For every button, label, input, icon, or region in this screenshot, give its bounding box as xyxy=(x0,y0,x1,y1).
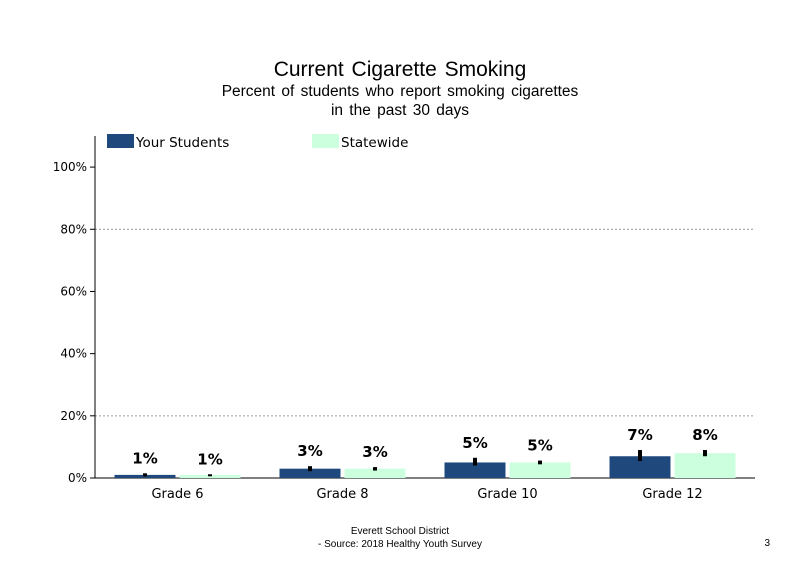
data-label: 3% xyxy=(297,442,322,460)
error-bar xyxy=(638,450,642,461)
bar xyxy=(179,474,241,478)
data-labels: 1% 1% 3% 3% 5% 5% 7% 8% xyxy=(132,426,717,468)
data-label: 5% xyxy=(462,434,487,452)
axes xyxy=(94,136,755,479)
y-tick-label: 60% xyxy=(60,284,87,298)
y-tick-label: 100% xyxy=(53,160,87,174)
bar xyxy=(344,468,406,478)
legend: Your Students Statewide xyxy=(107,134,408,151)
category-label: Grade 6 xyxy=(151,487,203,502)
error-bar xyxy=(473,457,477,466)
error-bar xyxy=(538,460,542,465)
error-bar xyxy=(703,450,707,457)
bar xyxy=(444,462,506,478)
category-label: Grade 10 xyxy=(477,487,537,502)
page-number: 3 xyxy=(764,538,770,549)
data-label: 3% xyxy=(362,443,387,461)
legend-label: Statewide xyxy=(341,135,408,151)
error-bar xyxy=(143,473,147,477)
y-tick-label: 20% xyxy=(60,409,87,423)
error-bar xyxy=(308,466,312,472)
bar xyxy=(509,462,571,478)
chart-subtitle-line-1: Percent of students who report smoking c… xyxy=(221,83,579,100)
legend-label: Your Students xyxy=(135,135,229,151)
chart-title: Current Cigarette Smoking xyxy=(273,58,527,81)
legend-swatch xyxy=(312,134,339,148)
error-bar xyxy=(373,467,377,471)
legend-swatch xyxy=(107,134,134,148)
y-tick-label: 0% xyxy=(68,471,87,485)
data-label: 5% xyxy=(527,437,552,455)
bar xyxy=(609,456,671,478)
footer-source: - Source: 2018 Healthy Youth Survey xyxy=(318,539,482,550)
bar xyxy=(674,453,736,478)
category-label: Grade 8 xyxy=(316,487,368,502)
category-labels: Grade 6 Grade 8 Grade 10 Grade 12 xyxy=(151,487,702,502)
data-label: 1% xyxy=(197,450,222,468)
footer-district: Everett School District xyxy=(350,526,450,537)
bar xyxy=(279,468,341,478)
category-label: Grade 12 xyxy=(642,487,702,502)
data-label: 7% xyxy=(627,426,652,444)
data-label: 8% xyxy=(692,426,717,444)
gridlines xyxy=(95,228,755,417)
y-axis-ticks: 0% 20% 40% 60% 80% 100% xyxy=(53,160,95,485)
chart-subtitle-line-2: in the past 30 days xyxy=(330,102,470,119)
error-bars xyxy=(143,450,707,477)
error-bar xyxy=(208,474,212,477)
data-label: 1% xyxy=(132,449,157,467)
y-tick-label: 80% xyxy=(60,222,87,236)
y-tick-label: 40% xyxy=(60,347,87,361)
